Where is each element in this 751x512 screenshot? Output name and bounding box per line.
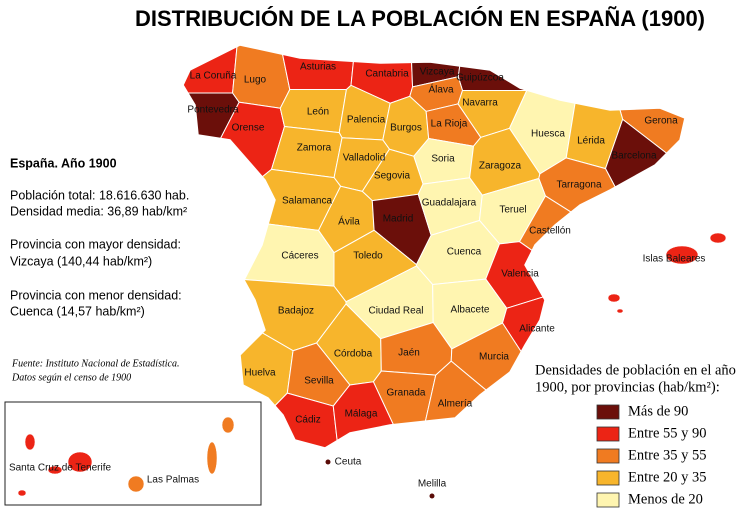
province-label: La Coruña <box>190 71 237 82</box>
province-label: Gerona <box>644 116 678 127</box>
province-label: Badajoz <box>278 306 314 317</box>
province-label: Navarra <box>462 98 498 109</box>
city-label: Ceuta <box>335 457 362 468</box>
province-label: Alicante <box>519 324 555 335</box>
province-label: Almería <box>438 399 473 410</box>
legend-label: Entre 35 y 55 <box>628 447 707 463</box>
province-label: Granada <box>387 388 426 399</box>
info-line: Cuenca (14,57 hab/km²) <box>10 304 145 318</box>
province-label: Burgos <box>390 123 422 134</box>
province-label: Segovia <box>374 171 411 182</box>
province-label: Cádiz <box>295 415 321 426</box>
province-label: Zaragoza <box>479 161 522 172</box>
province <box>183 272 347 352</box>
legend-swatch <box>596 404 620 420</box>
island <box>127 475 145 493</box>
province-label: Pontevedra <box>187 105 239 116</box>
legend-label: Entre 55 y 90 <box>628 425 707 441</box>
province-label: Valladolid <box>343 153 386 164</box>
island <box>206 441 218 475</box>
source-line: Fuente: Instituto Nacional de Estadístic… <box>11 358 179 369</box>
province-label: Lugo <box>244 75 267 86</box>
province <box>232 45 291 109</box>
province-label: Jaén <box>398 348 420 359</box>
island <box>616 308 624 314</box>
province-label: Asturias <box>300 62 336 73</box>
island <box>24 433 36 451</box>
island <box>665 245 699 265</box>
city-dot <box>325 459 331 465</box>
province-label: Guadalajara <box>422 198 477 209</box>
province <box>183 45 240 94</box>
legend-label: Más de 90 <box>628 403 688 419</box>
legend-swatch <box>596 470 620 486</box>
province-label: La Rioja <box>431 119 468 130</box>
province-label: Zamora <box>297 143 332 154</box>
info-line: Densidad media: 36,89 hab/km² <box>10 204 187 218</box>
island <box>47 465 63 475</box>
coast <box>182 44 686 449</box>
province-label: Valencia <box>501 269 539 280</box>
map-title: DISTRIBUCIÓN DE LA POBLACIÓN EN ESPAÑA (… <box>135 6 705 31</box>
province-label: Palencia <box>347 115 386 126</box>
province-label: Tarragona <box>556 180 601 191</box>
province-label: Orense <box>232 123 265 134</box>
labels: La Coruña Pontevedra Lugo Orense Asturias Can… <box>9 62 727 499</box>
province-label: Vizcaya <box>420 67 455 78</box>
info: Población total: 18.616.630 hab. Densidad… <box>10 188 189 383</box>
province-label: Ávila <box>338 215 360 228</box>
city-label: Melilla <box>418 479 447 490</box>
province-label: Huelva <box>244 368 276 379</box>
island-label: Las Palmas <box>147 475 199 486</box>
province-label: Málaga <box>345 409 378 420</box>
province-label: Madrid <box>383 214 414 225</box>
province <box>183 92 240 248</box>
legend-title: Densidades de población en el año <box>535 362 736 378</box>
info-line: Población total: 18.616.630 hab. <box>10 188 189 202</box>
island <box>607 293 621 303</box>
province-label: Murcia <box>479 352 509 363</box>
info-heading: España. Año 1900 <box>10 156 117 170</box>
legend-swatch <box>596 448 620 464</box>
province-label: León <box>307 107 329 118</box>
province-label: Cuenca <box>447 247 482 258</box>
island <box>67 451 93 473</box>
province-label: Ciudad Real <box>368 306 423 317</box>
province <box>518 195 685 300</box>
province-label: Huesca <box>531 129 565 140</box>
canary-inset <box>4 401 262 506</box>
island <box>17 489 27 497</box>
province-label: Cantabria <box>365 69 409 80</box>
info-line: Provincia con mayor densidad: <box>10 237 181 251</box>
info-line: Vizcaya (140,44 hab/km²) <box>10 254 152 268</box>
province-label: Castellón <box>529 226 571 237</box>
legend-title: 1900, por provincias (hab/km²): <box>535 379 720 395</box>
province-label: Cáceres <box>281 251 318 262</box>
legend-label: Menos de 20 <box>628 491 703 507</box>
island-label: Islas Baleares <box>643 254 706 265</box>
province-label: Salamanca <box>282 196 332 207</box>
source-line: Datos según el censo de 1900 <box>11 372 131 383</box>
province-label: Lérida <box>577 136 605 147</box>
province-label: Álava <box>428 83 453 96</box>
province-label: Toledo <box>353 251 383 262</box>
province-label: Soria <box>431 154 455 165</box>
legend-swatch <box>596 426 620 442</box>
province-label: Teruel <box>499 205 526 216</box>
island <box>221 416 235 434</box>
legend-swatch <box>596 492 620 508</box>
legend-label: Entre 20 y 35 <box>628 469 707 485</box>
island <box>709 232 727 244</box>
info-line: Provincia con menor densidad: <box>10 288 182 302</box>
province-label: Córdoba <box>334 349 373 360</box>
province-label: Sevilla <box>304 376 334 387</box>
province-label: Guipúzcoa <box>456 73 504 84</box>
province-label: Barcelona <box>611 151 656 162</box>
city-dot <box>429 493 435 499</box>
province-label: Albacete <box>451 305 490 316</box>
island-label: Santa Cruz de Tenerife <box>9 463 112 474</box>
